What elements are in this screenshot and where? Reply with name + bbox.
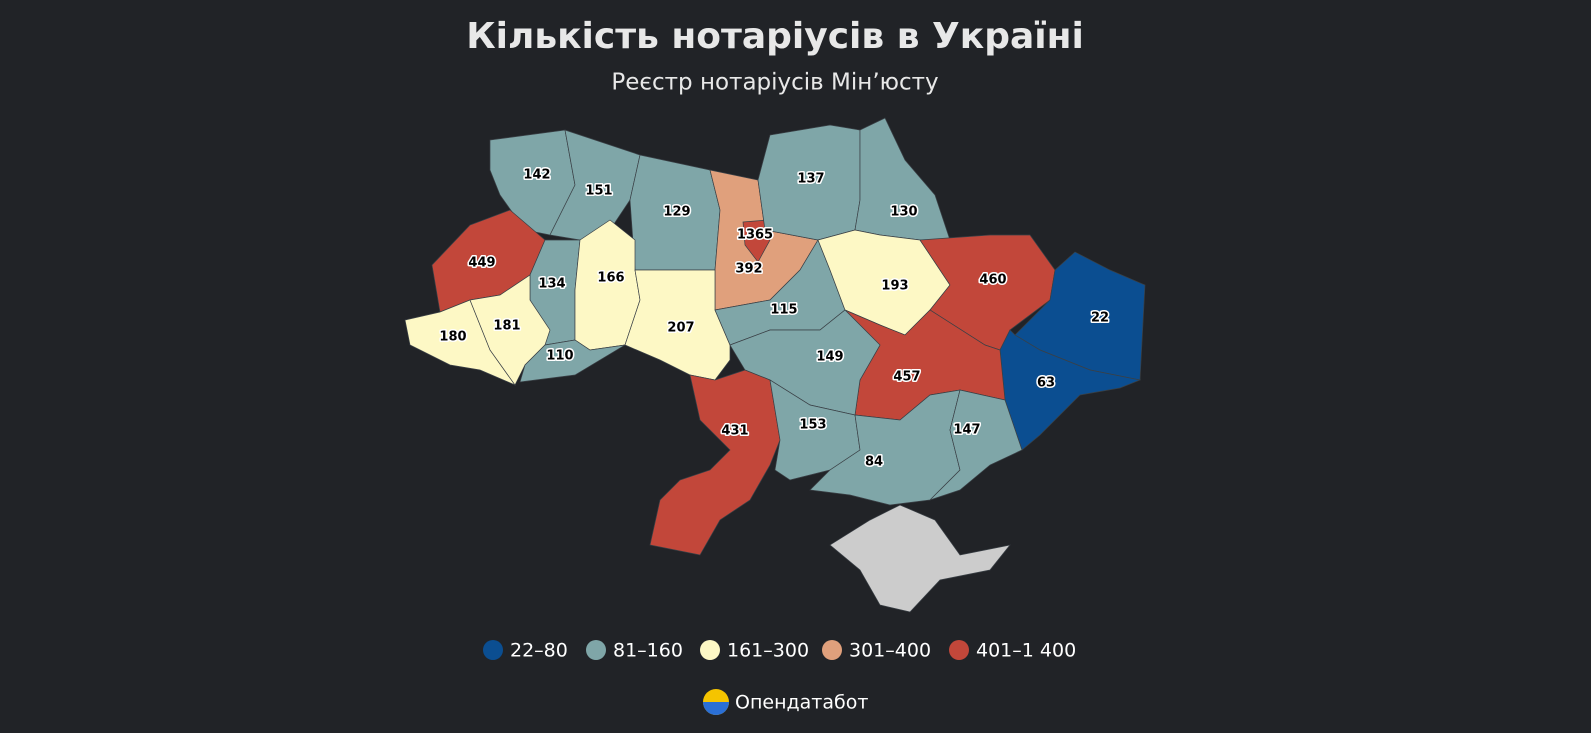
region-label: 63 bbox=[1037, 376, 1055, 391]
region-label: 166 bbox=[597, 271, 624, 286]
legend-label: 81–160 bbox=[613, 640, 683, 662]
legend-swatch bbox=[822, 640, 842, 660]
region-label: 449 bbox=[468, 256, 495, 271]
region-label: 207 bbox=[667, 321, 694, 336]
region-label: 181 bbox=[493, 319, 520, 334]
footer: Опендатабот bbox=[703, 689, 868, 715]
region-label: 457 bbox=[893, 370, 920, 385]
region-label: 147 bbox=[953, 423, 980, 438]
region-label: 153 bbox=[799, 418, 826, 433]
region bbox=[469, 274, 551, 386]
region-label: 142 bbox=[523, 168, 550, 183]
legend-label: 301–400 bbox=[849, 640, 931, 662]
region-label: 149 bbox=[816, 350, 843, 365]
region-label: 431 bbox=[721, 424, 748, 439]
region-label: 130 bbox=[890, 205, 917, 220]
legend-label: 161–300 bbox=[727, 640, 809, 662]
legend-swatch bbox=[700, 640, 720, 660]
region bbox=[999, 329, 1142, 451]
legend-swatch bbox=[586, 640, 606, 660]
region-label: 134 bbox=[538, 277, 565, 292]
subtitle: Реєстр нотаріусів Мін’юсту bbox=[611, 70, 938, 96]
legend: 22–80 81–160 161–300 301–400 401–1 400 bbox=[483, 640, 1076, 662]
region-label: 84 bbox=[865, 455, 883, 470]
logo-half bbox=[703, 702, 729, 715]
region bbox=[624, 269, 731, 381]
crimea bbox=[829, 504, 1011, 613]
region-label: 460 bbox=[979, 273, 1006, 288]
region-label: 193 bbox=[881, 279, 908, 294]
labels: 142 151 129 392 1365 137 130 449 134 166 180 181 110… bbox=[438, 166, 1111, 471]
legend-swatch bbox=[949, 640, 969, 660]
region bbox=[519, 339, 626, 383]
legend-label: 22–80 bbox=[510, 640, 568, 662]
region bbox=[854, 117, 951, 241]
region-label: 115 bbox=[770, 303, 797, 318]
region-label: 129 bbox=[663, 205, 690, 220]
region bbox=[929, 389, 1023, 501]
region-label: 137 bbox=[797, 172, 824, 187]
region-label: 180 bbox=[439, 330, 466, 345]
region-label: 22 bbox=[1091, 311, 1109, 326]
legend-swatch bbox=[483, 640, 503, 660]
title: Кількість нотаріусів в Україні bbox=[466, 16, 1084, 57]
region bbox=[649, 369, 781, 556]
map bbox=[404, 117, 1146, 613]
region-label: 1365 bbox=[737, 228, 773, 243]
legend-label: 401–1 400 bbox=[976, 640, 1076, 662]
region-label: 392 bbox=[735, 262, 762, 277]
region-label: 110 bbox=[546, 349, 573, 364]
region-label: 151 bbox=[585, 184, 612, 199]
footer-text: Опендатабот bbox=[735, 692, 868, 714]
